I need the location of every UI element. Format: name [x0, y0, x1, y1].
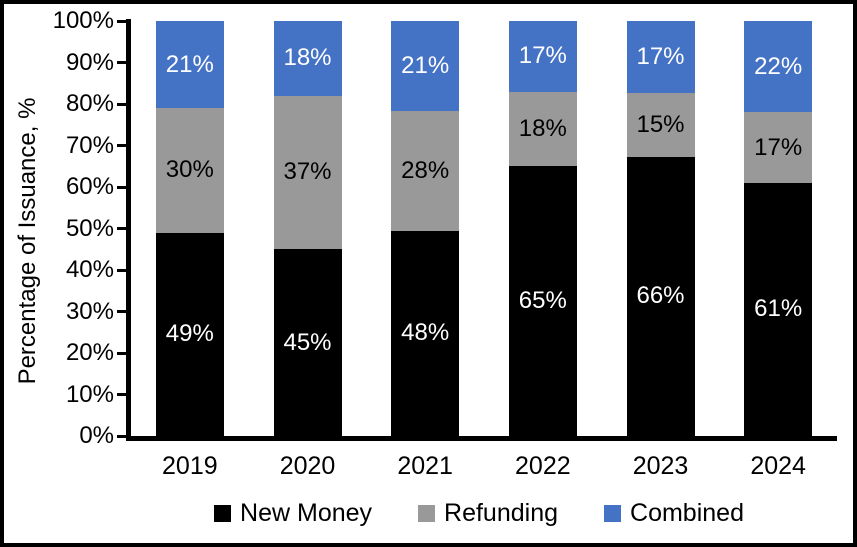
legend-label: Combined — [630, 498, 744, 527]
bar-segment-combined-2024: 22% — [744, 21, 813, 113]
y-tick-mark — [117, 393, 126, 396]
bar-segment-refunding-2022: 18% — [508, 91, 577, 167]
x-category-label: 2022 — [515, 452, 571, 480]
bar-segment-combined-2021: 21% — [391, 21, 460, 111]
legend-swatch-icon — [418, 504, 436, 522]
bar-segment-combined-2022: 17% — [508, 21, 577, 92]
legend-swatch-icon — [604, 504, 622, 522]
y-tick-label: 90% — [65, 48, 114, 76]
bar-segment-new-money-2019: 49% — [155, 232, 224, 436]
x-category-label: 2023 — [632, 452, 689, 480]
y-tick-label: 20% — [65, 339, 114, 366]
y-tick-label: 70% — [65, 131, 114, 159]
bar-segment-new-money-2020: 45% — [273, 249, 342, 436]
bar-value-label: 21% — [401, 51, 450, 79]
bar-segment-refunding-2021: 28% — [391, 110, 460, 231]
bar-value-label: 18% — [283, 44, 332, 72]
y-tick-mark — [117, 144, 126, 147]
y-tick-label: 0% — [79, 422, 114, 449]
bar-segment-new-money-2024: 61% — [744, 182, 813, 436]
bar-segment-new-money-2021: 48% — [391, 230, 460, 436]
y-tick-mark — [117, 185, 126, 189]
y-tick-mark — [117, 434, 126, 438]
bar-value-label: 17% — [636, 42, 685, 70]
bar-segment-combined-2019: 21% — [155, 21, 224, 109]
bar-value-label: 21% — [165, 50, 214, 78]
bar-value-label: 17% — [518, 42, 567, 70]
y-tick-label: 40% — [65, 256, 114, 283]
y-tick-label: 60% — [65, 173, 114, 200]
y-tick-label: 50% — [65, 214, 114, 242]
bar-value-label: 28% — [401, 156, 450, 184]
bar-value-label: 17% — [754, 133, 803, 161]
y-tick-label: 80% — [65, 90, 114, 117]
bar-segment-combined-2020: 18% — [273, 21, 342, 96]
x-category-label: 2021 — [397, 452, 453, 480]
x-category-label: 2020 — [279, 452, 336, 480]
bar-segment-combined-2023: 17% — [626, 21, 695, 93]
bar-segment-refunding-2024: 17% — [744, 112, 813, 183]
legend: New Money Refunding Combined — [126, 497, 832, 529]
bar-segment-refunding-2020: 37% — [273, 95, 342, 250]
bar-value-label: 30% — [165, 156, 214, 184]
y-tick-label: 10% — [65, 380, 114, 408]
legend-item-new-money: New Money — [214, 499, 372, 528]
y-tick-mark — [117, 102, 126, 106]
y-tick-mark — [117, 351, 126, 355]
legend-label: New Money — [240, 498, 373, 527]
legend-swatch-icon — [214, 504, 232, 522]
bar-value-label: 49% — [165, 320, 214, 348]
y-tick-mark — [117, 227, 126, 230]
y-tick-mark — [117, 19, 126, 23]
bar-value-label: 65% — [518, 287, 567, 315]
legend-label: Refunding — [444, 498, 559, 527]
y-tick-mark — [117, 310, 126, 313]
bar-value-label: 15% — [636, 110, 685, 138]
bar-segment-new-money-2023: 66% — [626, 156, 695, 436]
x-axis-line — [126, 436, 837, 441]
bar-value-label: 22% — [754, 52, 803, 80]
legend-item-combined: Combined — [604, 499, 744, 528]
y-tick-mark — [117, 268, 126, 272]
y-axis-line — [126, 19, 131, 441]
bar-value-label: 66% — [636, 282, 685, 310]
bar-value-label: 18% — [518, 114, 567, 142]
y-tick-mark — [117, 61, 126, 64]
legend-item-refunding: Refunding — [418, 499, 558, 528]
y-tick-label: 100% — [52, 7, 114, 34]
y-tick-label: 30% — [65, 297, 114, 325]
bar-value-label: 45% — [283, 328, 332, 356]
x-category-label: 2019 — [162, 452, 218, 480]
bar-value-label: 37% — [283, 158, 332, 186]
bar-segment-new-money-2022: 65% — [508, 166, 577, 436]
bar-segment-refunding-2023: 15% — [626, 92, 695, 157]
x-category-label: 2024 — [750, 452, 806, 480]
bar-value-label: 61% — [754, 295, 803, 323]
bar-value-label: 48% — [401, 319, 450, 347]
bar-segment-refunding-2019: 30% — [155, 108, 224, 233]
